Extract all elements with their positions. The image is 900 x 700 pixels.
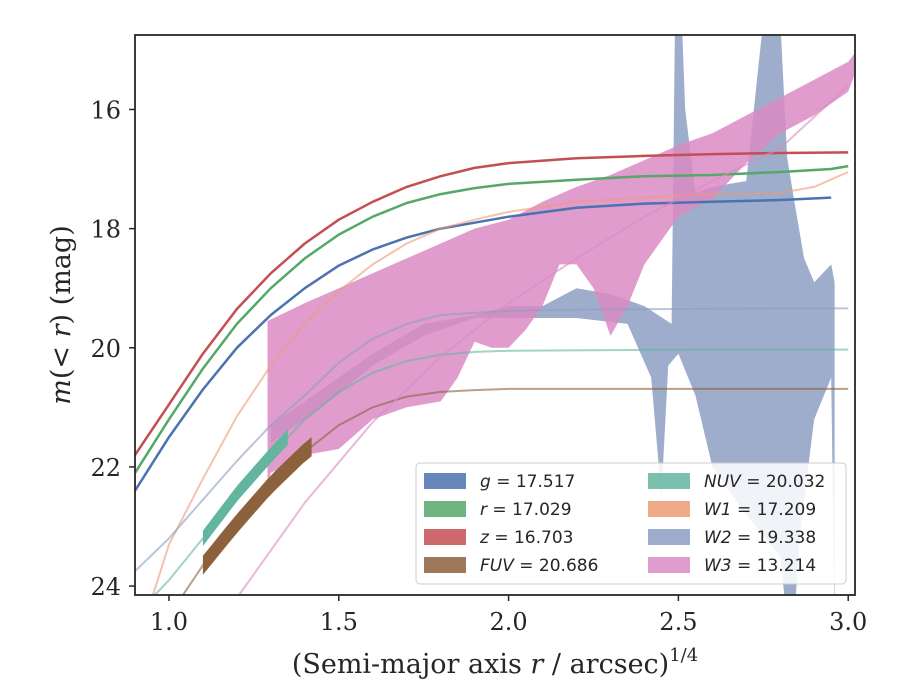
legend-swatch-w2 <box>648 529 690 545</box>
x-tick-label: 2.0 <box>489 608 527 636</box>
legend-label-nuv: NUV = 20.032 <box>704 472 825 492</box>
legend-label-w2: W2 = 19.338 <box>704 528 816 548</box>
y-tick-label: 20 <box>90 335 121 363</box>
segment-fuv-inner <box>202 437 312 575</box>
series-g-line <box>135 196 832 492</box>
y-tick-label: 24 <box>90 573 121 601</box>
y-tick-label: 22 <box>90 454 121 482</box>
x-axis-label: (Semi-major axis r / arcsec)1/4 <box>292 645 698 680</box>
x-tick-label: 1.0 <box>150 608 188 636</box>
y-tick-label: 16 <box>90 96 121 124</box>
x-tick-label: 2.5 <box>659 608 697 636</box>
legend-label-g: g = 17.517 <box>480 472 575 492</box>
x-tick-label: 3.0 <box>829 608 867 636</box>
series-lines <box>135 84 849 595</box>
legend-swatch-w3 <box>648 557 690 573</box>
series-w1-line <box>151 171 849 595</box>
legend-box <box>415 462 847 585</box>
x-tick-label: 1.5 <box>320 608 358 636</box>
legend-swatch-nuv <box>648 473 690 489</box>
series-w3-line <box>237 84 849 595</box>
legend-swatch-w1 <box>648 501 690 517</box>
error-bands <box>267 35 855 595</box>
legend-label-w3: W3 = 13.214 <box>704 556 816 576</box>
legend-swatch-z <box>424 529 466 545</box>
legend-label-z: z = 16.703 <box>479 528 573 548</box>
y-tick-label: 18 <box>90 216 121 244</box>
legend-swatch-fuv <box>424 557 466 573</box>
legend-swatch-r <box>424 501 466 517</box>
legend-swatch-g <box>424 473 466 489</box>
series-z-line <box>135 151 849 456</box>
band-w3 <box>267 52 855 485</box>
legend-label-fuv: FUV = 20.686 <box>480 556 598 576</box>
y-axis-label: m(< r) (mag) <box>46 225 77 404</box>
legend: g = 17.517 r = 17.029 z = 16.703 FUV = 20.6… <box>415 462 847 585</box>
plot-frame <box>134 34 856 596</box>
legend-label-w1: W1 = 17.209 <box>704 500 816 520</box>
axis-ticks: 1.0 1.5 2.0 2.5 3.0 16 18 20 22 24 <box>90 96 867 636</box>
segment-nuv-inner <box>202 429 288 547</box>
series-w2-line <box>135 307 849 572</box>
band-w2 <box>270 35 835 595</box>
legend-label-r: r = 17.029 <box>480 500 572 520</box>
